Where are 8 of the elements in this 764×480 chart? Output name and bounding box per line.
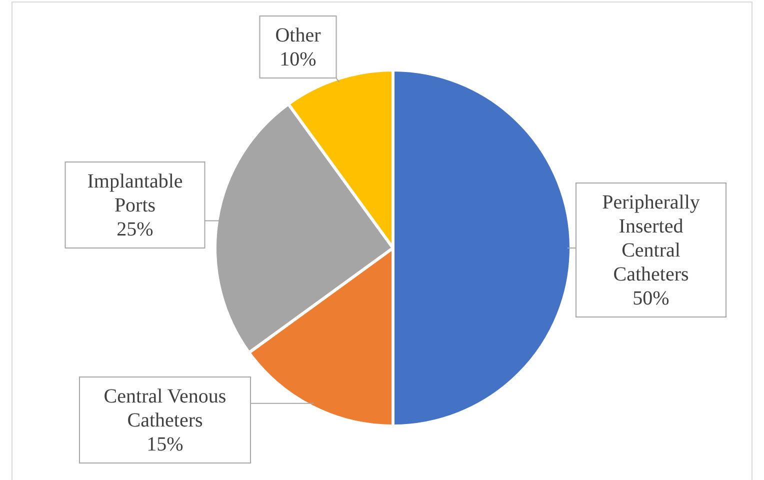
slice-label: Implantable Ports xyxy=(87,170,183,217)
slice-label: Central Venous Catheters xyxy=(104,386,226,432)
data-label: 10% xyxy=(280,48,316,71)
data-label: 25% xyxy=(116,218,154,241)
slice-label: Peripherally Inserted Central Catheters xyxy=(602,192,700,286)
slice-label: Other xyxy=(275,24,322,47)
data-label: 15% xyxy=(146,434,184,456)
data-label: 50% xyxy=(632,288,670,310)
